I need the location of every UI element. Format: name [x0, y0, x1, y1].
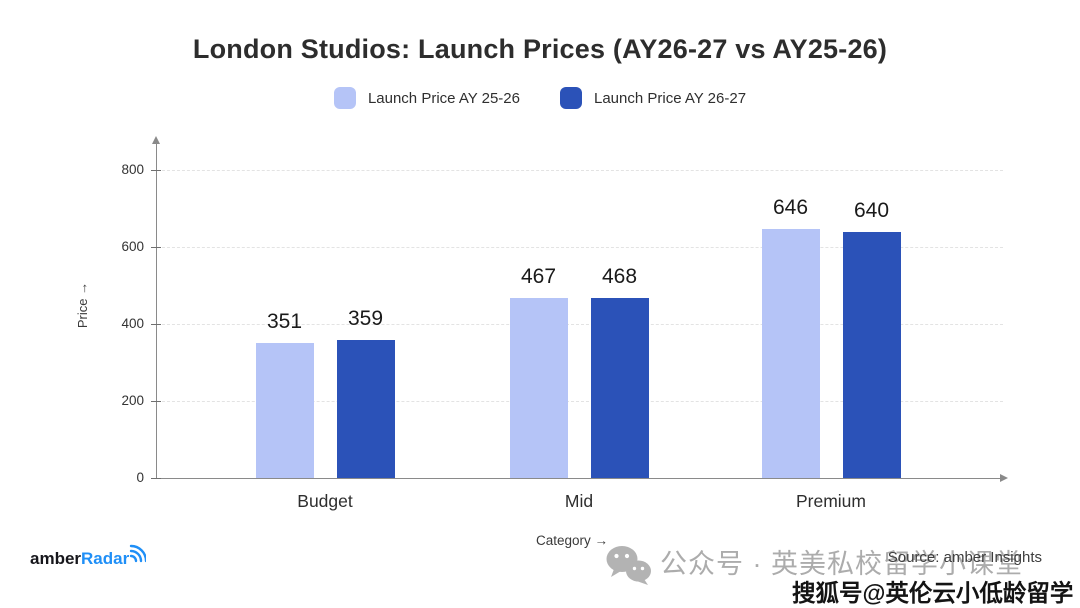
amber-radar-logo: amberRadar: [30, 544, 148, 570]
x-axis-line: [156, 478, 1001, 479]
y-tick-label-0: 0: [136, 470, 144, 485]
x-axis-title: Category →: [535, 533, 609, 548]
logo-text-amber: amber: [30, 549, 82, 568]
x-category-label-budget: Budget: [297, 491, 353, 511]
y-tick-mark-800: [151, 170, 161, 171]
y-tick-label-600: 600: [121, 239, 144, 254]
y-tick-label-800: 800: [121, 162, 144, 177]
bar-value-budget-series1: 351: [266, 309, 303, 333]
y-tick-label-200: 200: [121, 393, 144, 408]
bar-budget-series1: [255, 342, 314, 478]
y-tick-mark-0: [151, 478, 161, 479]
y-tick-mark-600: [151, 247, 161, 248]
x-category-label-premium: Premium: [795, 491, 866, 511]
bar-mid-series2: [590, 297, 649, 478]
bar-value-budget-series2: 359: [347, 306, 384, 330]
bar-value-mid-series1: 467: [520, 265, 557, 289]
legend-label-ay2526: Launch Price AY 25-26: [367, 89, 520, 107]
y-tick-mark-200: [151, 401, 161, 402]
chart-title: London Studios: Launch Prices (AY26-27 v…: [192, 34, 888, 64]
legend-swatch-light-blue: [333, 87, 356, 109]
wechat-watermark: 公众号 · 英美私校留学小课堂: [604, 544, 1023, 586]
y-axis-arrow-icon: [152, 136, 160, 144]
y-axis-line: [156, 140, 157, 478]
legend-item-ay2627: Launch Price AY 26-27: [560, 87, 746, 109]
gridline-600: [157, 247, 1003, 248]
source-note: Source: amber Insights: [887, 549, 1042, 566]
gridline-800: [157, 170, 1003, 171]
legend-item-ay2526: Launch Price AY 25-26: [333, 87, 520, 109]
y-tick-mark-400: [151, 324, 161, 325]
bar-value-premium-series2: 640: [853, 198, 890, 222]
logo-text-radar: Radar: [81, 549, 130, 568]
gridline-400: [157, 324, 1003, 325]
sohu-watermark: 搜狐号@英伦云小低龄留学: [792, 580, 1074, 606]
bar-value-premium-series1: 646: [772, 196, 809, 220]
bar-premium-series1: [761, 229, 820, 478]
x-axis-arrow-icon: [1000, 474, 1008, 482]
bar-mid-series1: [509, 298, 568, 478]
gridline-200: [157, 401, 1003, 402]
radar-waves-icon: [130, 544, 148, 563]
legend-label-ay2627: Launch Price AY 26-27: [594, 89, 747, 107]
wechat-icon: [606, 546, 651, 585]
bar-premium-series2: [842, 231, 901, 478]
legend-swatch-dark-blue: [560, 87, 582, 109]
bar-budget-series2: [336, 339, 395, 478]
bar-value-mid-series2: 468: [601, 264, 638, 288]
x-category-label-mid: Mid: [564, 491, 594, 511]
legend: Launch Price AY 25-26 Launch Price AY 26…: [0, 87, 1080, 109]
wechat-watermark-text: 公众号 · 英美私校留学小课堂: [660, 549, 1023, 579]
y-axis-title: Price →: [75, 281, 90, 329]
y-tick-label-400: 400: [121, 316, 144, 331]
